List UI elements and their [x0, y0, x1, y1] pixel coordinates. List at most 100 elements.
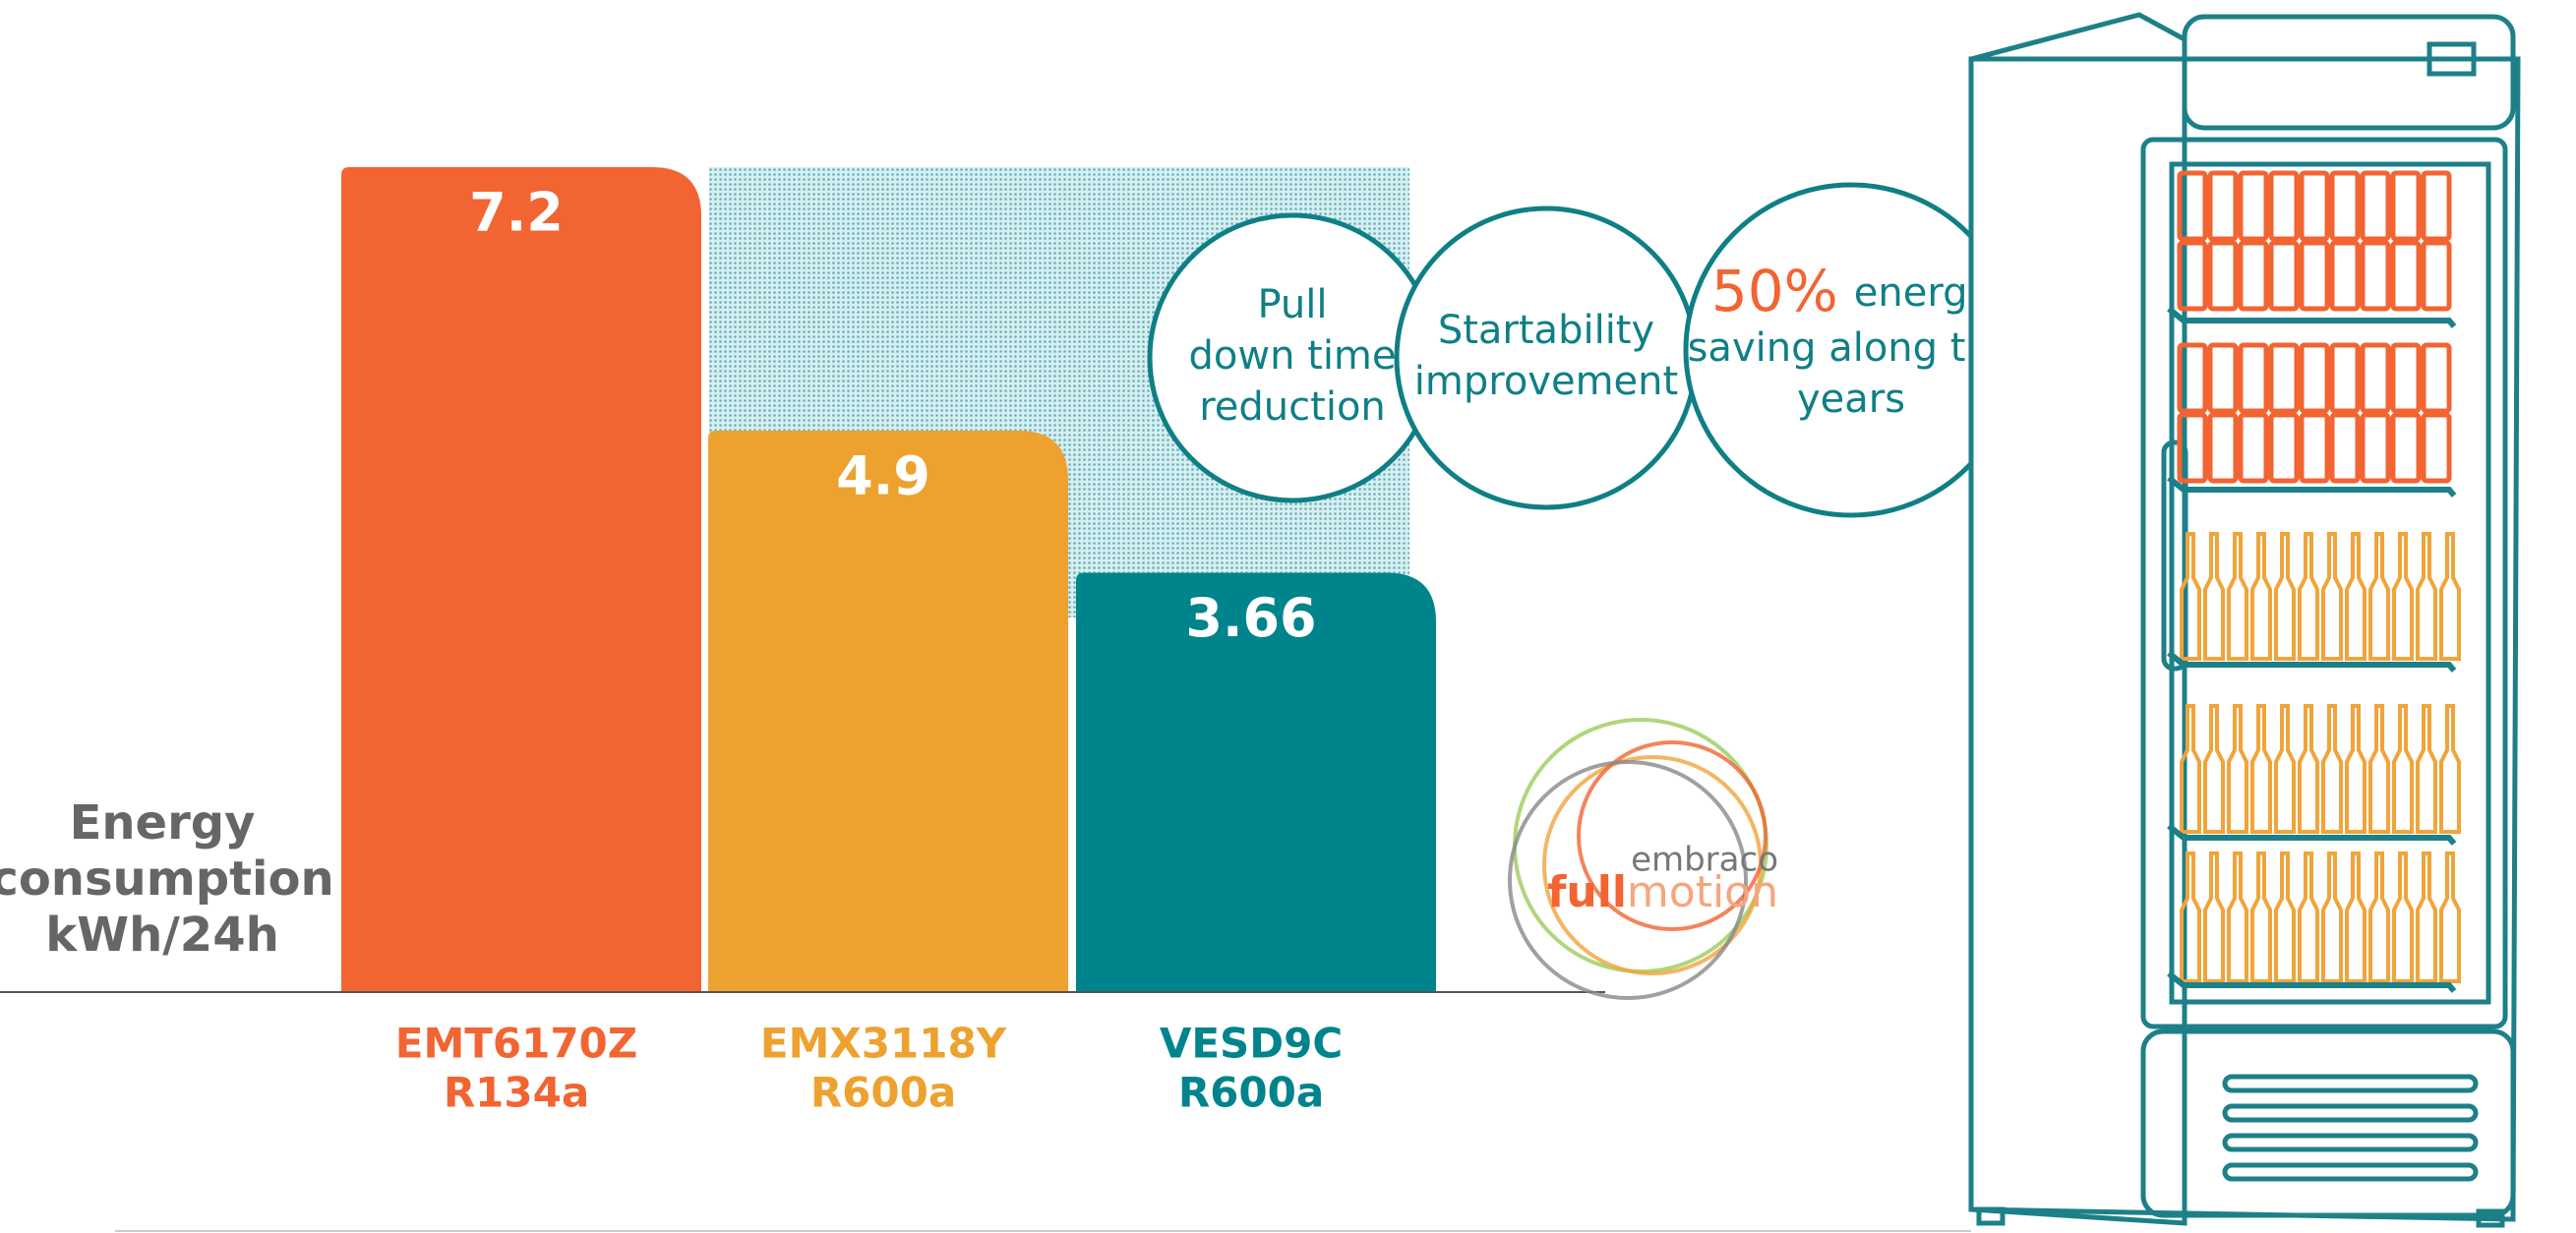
bottle	[2439, 532, 2461, 661]
bottle	[2321, 704, 2343, 834]
can	[2329, 170, 2361, 242]
can	[2360, 412, 2391, 484]
bottle	[2416, 704, 2437, 834]
category-label: R600a	[1178, 1069, 1324, 1117]
bubble-text: down time	[1188, 333, 1396, 379]
bottle	[2392, 704, 2414, 834]
bottle	[2250, 704, 2272, 834]
highlight-text: 50%	[1711, 258, 1838, 324]
fridge-glass	[2169, 161, 2491, 1005]
bubble-text: saving along the	[1688, 325, 2015, 371]
can	[2207, 412, 2239, 484]
shelf	[2167, 475, 2457, 498]
can	[2207, 240, 2239, 312]
bottle	[2274, 532, 2296, 661]
bottle	[2180, 704, 2201, 834]
can	[2177, 170, 2208, 242]
bottle	[2180, 851, 2201, 983]
bottle	[2203, 851, 2225, 983]
grille-slot	[2222, 1162, 2479, 1182]
can	[2268, 170, 2300, 242]
can	[2421, 170, 2452, 242]
can	[2238, 342, 2269, 414]
can	[2207, 170, 2239, 242]
fridge-base	[2140, 1028, 2516, 1218]
y-axis-label: consumption	[0, 851, 334, 907]
bar	[708, 431, 1068, 992]
bottle	[2439, 851, 2461, 983]
bubble-text: Pull	[1258, 282, 1328, 327]
bottle	[2250, 532, 2272, 661]
logo-text: embraco	[1631, 841, 1778, 880]
fridge-door	[2140, 137, 2508, 1029]
can	[2390, 412, 2422, 484]
bottle	[2203, 704, 2225, 834]
can	[2268, 412, 2300, 484]
shelf	[2167, 970, 2457, 993]
bottle	[2368, 704, 2390, 834]
can	[2360, 170, 2391, 242]
can	[2329, 412, 2361, 484]
can	[2177, 342, 2208, 414]
bottle	[2321, 851, 2343, 983]
value-label: 7.2	[469, 182, 564, 244]
bubble-text: years	[1797, 377, 1905, 422]
bottle	[2203, 532, 2225, 661]
bottle	[2368, 532, 2390, 661]
can	[2421, 412, 2452, 484]
can	[2238, 240, 2269, 312]
can	[2421, 342, 2452, 414]
shelf	[2167, 823, 2457, 846]
category-label: VESD9C	[1160, 1020, 1343, 1068]
bubble	[1394, 206, 1699, 510]
can	[2177, 240, 2208, 312]
can	[2329, 342, 2361, 414]
bottle	[2416, 851, 2437, 983]
can	[2207, 342, 2239, 414]
bottle	[2345, 704, 2366, 834]
can	[2238, 170, 2269, 242]
logo-ring	[1577, 740, 1767, 931]
category-label: EMT6170Z	[395, 1020, 637, 1068]
bottle	[2392, 851, 2414, 983]
bubble-text: 50% energy	[1711, 258, 1991, 324]
category-label: R134a	[444, 1069, 589, 1117]
bar	[1076, 572, 1436, 992]
grille-slot	[2222, 1103, 2479, 1123]
logo-text: fullmotion	[1547, 867, 1778, 917]
category-label: EMX3118Y	[760, 1020, 1007, 1068]
bubble-text: reduction	[1199, 384, 1386, 430]
logo-text: motion	[1627, 867, 1778, 917]
can	[2360, 342, 2391, 414]
can	[2360, 240, 2391, 312]
can	[2299, 170, 2330, 242]
can	[2268, 342, 2300, 414]
can	[2421, 240, 2452, 312]
shelf	[2167, 306, 2457, 328]
bottle	[2298, 532, 2319, 661]
value-label: 4.9	[836, 445, 930, 507]
shelf	[2167, 650, 2457, 673]
can	[2299, 240, 2330, 312]
can	[2390, 170, 2422, 242]
can	[2299, 342, 2330, 414]
can	[2299, 412, 2330, 484]
can	[2238, 412, 2269, 484]
y-axis-label: Energy	[70, 795, 256, 851]
bottle	[2227, 532, 2248, 661]
bubble-text: Startability	[1438, 308, 1654, 353]
bar	[341, 167, 701, 992]
bottle	[2416, 532, 2437, 661]
fridge-header	[2182, 14, 2516, 131]
bottle	[2227, 704, 2248, 834]
fridge-leg	[2476, 1208, 2505, 1228]
bottle	[2345, 532, 2366, 661]
bottle	[2274, 851, 2296, 983]
bottle	[2250, 851, 2272, 983]
bottle	[2298, 704, 2319, 834]
bottle	[2321, 532, 2343, 661]
bottle	[2439, 704, 2461, 834]
logo-text: full	[1547, 867, 1627, 917]
bubble-text: improvement	[1414, 359, 1678, 404]
